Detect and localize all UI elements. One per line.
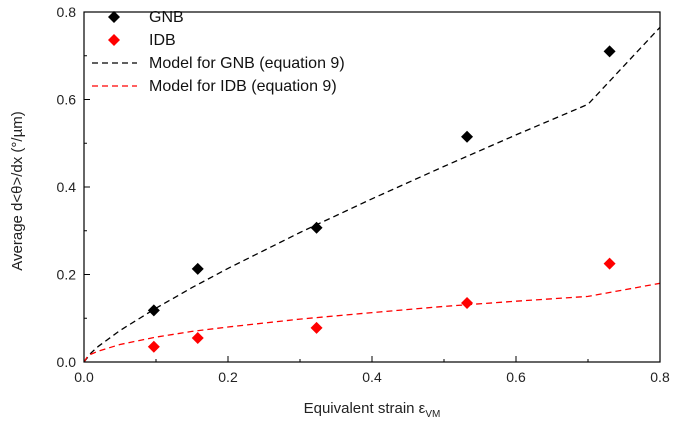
- legend-marker-swatch: [108, 11, 120, 23]
- y-axis-title: Average d<θ>/dx (°/µm): [9, 111, 26, 270]
- x-axis-title: Equivalent strain εVM: [304, 400, 441, 420]
- ticks-layer: 0.0 0.2 0.4 0.6 0.8 0.0 0.2 0.4 0.6 0.8: [57, 4, 670, 385]
- legend-entry-label: GNB: [149, 9, 184, 26]
- y-tick-label: 0.0: [57, 354, 77, 370]
- model-line-2: [83, 26, 661, 363]
- legend-entry-label: Model for GNB (equation 9): [149, 55, 345, 72]
- model-line-3: [83, 282, 661, 363]
- x-tick-label: 0.4: [362, 369, 382, 385]
- data-point-gnb: [191, 262, 204, 275]
- legend-entry-label: Model for IDB (equation 9): [149, 78, 337, 95]
- plot-layer: [83, 26, 661, 363]
- x-tick-label: 0.2: [218, 369, 238, 385]
- data-point-idb: [310, 321, 323, 334]
- data-point-idb: [461, 296, 474, 309]
- y-tick-label: 0.8: [57, 4, 77, 20]
- data-point-gnb: [603, 45, 616, 58]
- legend: GNB IDB Model for GNB (equation 9) Model fo…: [92, 9, 345, 95]
- legend-entry-label: IDB: [149, 32, 176, 49]
- x-axis-title-subscript: VM: [425, 409, 440, 420]
- data-point-idb: [147, 340, 160, 353]
- x-axis-title-main: Equivalent strain ε: [304, 400, 426, 417]
- data-point-gnb: [461, 130, 474, 143]
- legend-marker-swatch: [108, 34, 120, 46]
- data-point-gnb: [310, 221, 323, 234]
- data-point-idb: [191, 331, 204, 344]
- x-tick-label: 0.0: [74, 369, 94, 385]
- x-tick-label: 0.8: [650, 369, 670, 385]
- x-tick-label: 0.6: [506, 369, 526, 385]
- data-point-idb: [603, 257, 616, 270]
- y-tick-label: 0.6: [57, 92, 77, 108]
- y-tick-label: 0.4: [57, 179, 77, 195]
- y-tick-label: 0.2: [57, 267, 77, 283]
